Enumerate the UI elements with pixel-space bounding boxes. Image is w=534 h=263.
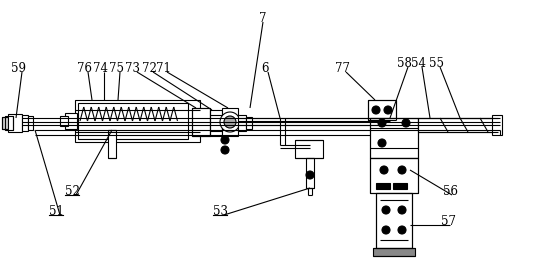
Text: 76: 76: [76, 62, 91, 75]
Bar: [210, 110, 222, 136]
Bar: [222, 108, 238, 136]
Circle shape: [382, 226, 390, 234]
Bar: [22, 115, 28, 131]
Text: 71: 71: [155, 62, 170, 75]
Text: 6: 6: [261, 62, 269, 75]
Bar: [60, 116, 68, 126]
Bar: [78, 103, 188, 139]
Bar: [28, 116, 33, 130]
Text: 52: 52: [65, 185, 80, 198]
Circle shape: [224, 116, 236, 128]
Bar: [8, 114, 22, 132]
Bar: [295, 140, 323, 158]
Circle shape: [384, 106, 392, 114]
Bar: [373, 248, 415, 256]
Text: 54: 54: [412, 57, 427, 70]
Text: 73: 73: [125, 62, 140, 75]
Bar: [370, 158, 418, 193]
Text: 53: 53: [213, 205, 227, 218]
Text: 74: 74: [92, 62, 107, 75]
Circle shape: [378, 139, 386, 147]
Bar: [75, 100, 200, 142]
Text: 55: 55: [428, 57, 444, 70]
Bar: [376, 193, 412, 248]
Circle shape: [398, 166, 406, 174]
Circle shape: [221, 146, 229, 154]
Bar: [238, 115, 246, 131]
Circle shape: [382, 206, 390, 214]
Bar: [492, 115, 502, 135]
Text: 57: 57: [441, 215, 456, 228]
Circle shape: [398, 226, 406, 234]
Circle shape: [398, 206, 406, 214]
Bar: [2, 117, 8, 129]
Text: 58: 58: [397, 57, 411, 70]
Text: 72: 72: [142, 62, 156, 75]
Circle shape: [306, 171, 314, 179]
Bar: [192, 108, 210, 136]
Circle shape: [220, 112, 240, 132]
Text: 7: 7: [259, 12, 267, 25]
Bar: [368, 100, 396, 120]
Bar: [306, 158, 314, 188]
Text: 56: 56: [443, 185, 458, 198]
Bar: [376, 183, 390, 189]
Text: 59: 59: [11, 62, 26, 75]
Circle shape: [372, 106, 380, 114]
Bar: [108, 130, 116, 158]
Circle shape: [378, 119, 386, 127]
Circle shape: [380, 166, 388, 174]
Text: 51: 51: [49, 205, 64, 218]
Bar: [246, 117, 252, 129]
Circle shape: [221, 136, 229, 144]
Bar: [418, 118, 498, 132]
Circle shape: [402, 119, 410, 127]
Bar: [65, 113, 77, 129]
Text: 75: 75: [108, 62, 123, 75]
Bar: [393, 183, 407, 189]
Bar: [370, 118, 418, 158]
Bar: [5, 116, 13, 130]
Text: 77: 77: [334, 62, 349, 75]
